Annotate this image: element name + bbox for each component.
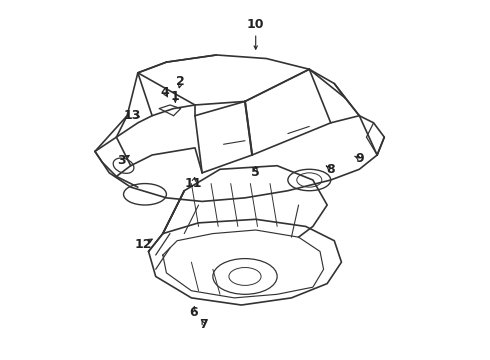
Text: 11: 11 <box>184 177 202 190</box>
Text: 13: 13 <box>124 109 141 122</box>
Text: 2: 2 <box>176 75 185 88</box>
Text: 3: 3 <box>118 154 126 167</box>
Text: 7: 7 <box>199 318 208 331</box>
Text: 4: 4 <box>160 86 169 99</box>
Text: 12: 12 <box>134 238 152 251</box>
Text: 5: 5 <box>251 166 260 179</box>
Text: 8: 8 <box>326 163 335 176</box>
Text: 9: 9 <box>355 152 364 165</box>
Text: 1: 1 <box>171 90 180 103</box>
Text: 10: 10 <box>247 18 265 31</box>
Text: 6: 6 <box>189 306 197 319</box>
